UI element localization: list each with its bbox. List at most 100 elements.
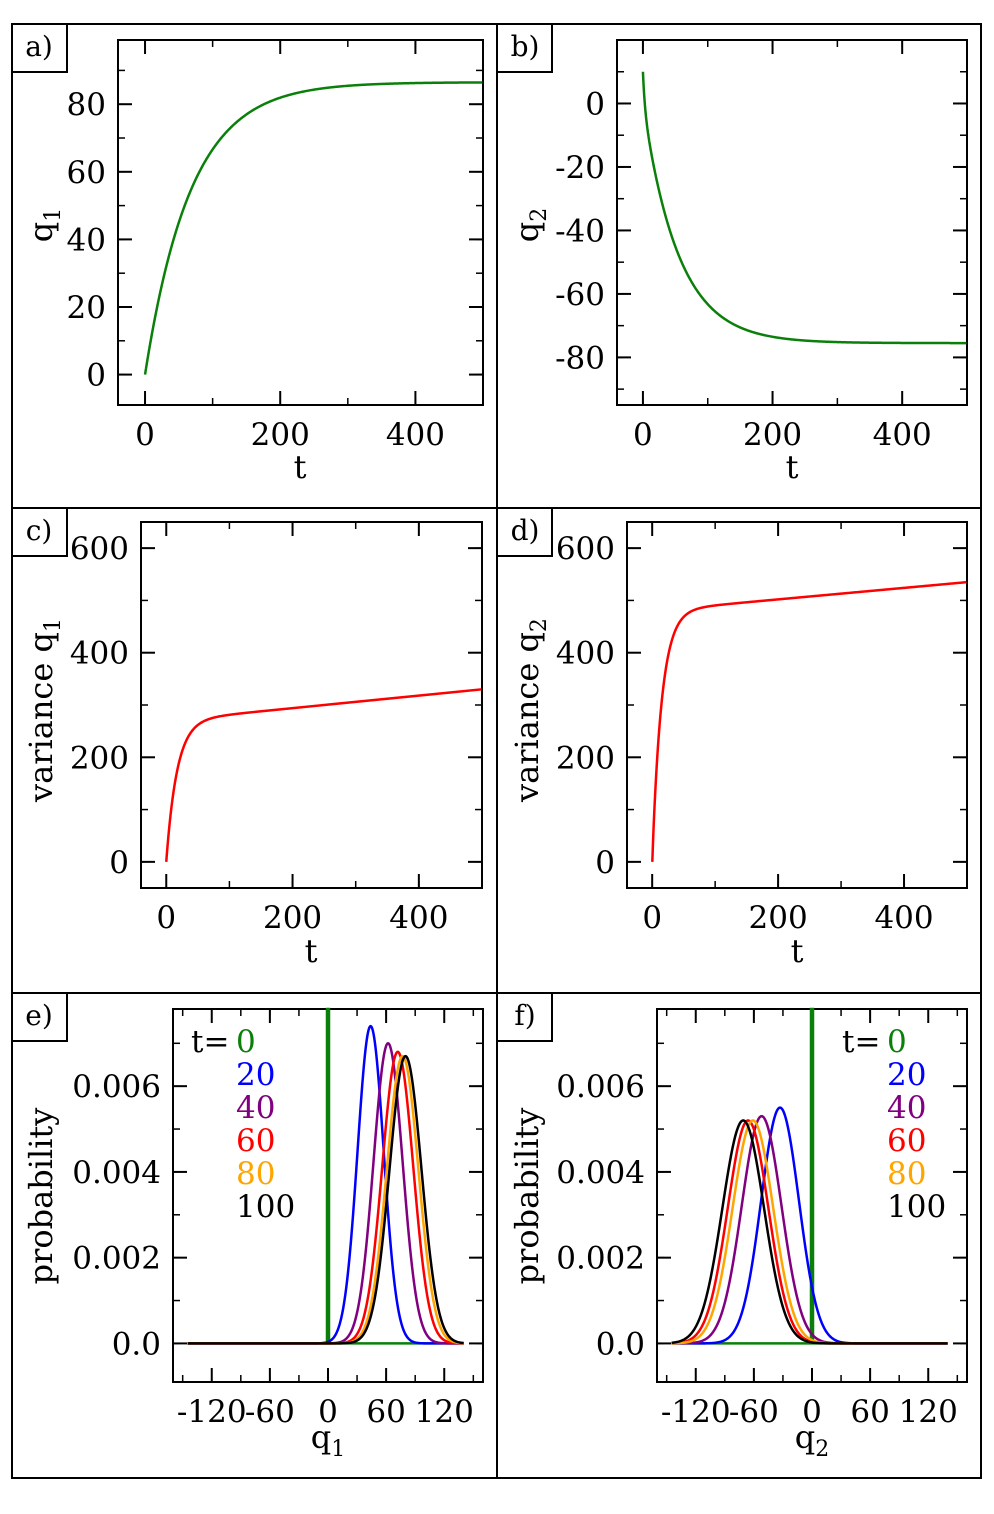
y-tick-label: 0.006: [556, 1069, 645, 1105]
legend-entry-0: 0: [887, 1024, 907, 1060]
y-tick-label: 400: [556, 636, 615, 672]
x-tick-label: 400: [386, 417, 445, 453]
panel-c-ylabel: variance q1: [22, 618, 66, 803]
panel-c-plot-frame: [140, 521, 483, 889]
panel-f-ylabel: probability: [508, 1108, 546, 1285]
panel-b-ticks: 0 200 400 0 -20 -40 -60 -80: [555, 39, 968, 453]
y-tick-label: 0: [585, 86, 605, 122]
panel-a-ticks: 0 200 400 0 20 40 60 80: [67, 40, 484, 453]
panel-d-plot-frame: [626, 521, 968, 889]
panel-a-xlabel: t: [294, 448, 307, 486]
panel-c: c) 0 200 400 0 200 400 600 t variance q1: [11, 507, 498, 994]
panel-d-ylabel: variance q2: [508, 618, 552, 803]
panel-d-ylabel-sub: 2: [527, 618, 552, 632]
x-tick-label: 0: [633, 417, 653, 453]
y-tick-label: 0.002: [72, 1241, 161, 1277]
x-tick-label: 400: [389, 900, 448, 936]
panel-a-ylabel-base: q: [22, 222, 60, 242]
panel-e-label: e): [25, 999, 53, 1032]
legend-title: t=: [191, 1024, 229, 1060]
panel-a-ylabel-sub: 1: [41, 208, 66, 222]
series-line: [143, 81, 483, 375]
panel-a-label-box: [11, 23, 68, 73]
panel-b-xlabel: t: [786, 448, 799, 486]
y-tick-label: 0: [595, 845, 615, 881]
panel-e-label-box: [11, 992, 68, 1042]
y-tick-label: 0.004: [72, 1155, 161, 1191]
y-tick-label: 600: [556, 531, 615, 567]
legend-entry-100: 100: [236, 1189, 295, 1225]
panel-f-xlabel-base: q: [795, 1418, 815, 1456]
panel-e-ylabel: probability: [22, 1108, 60, 1285]
panel-f-label-box: [496, 992, 553, 1042]
y-tick-label: 0: [109, 845, 129, 881]
panel-f-series: [671, 1007, 948, 1345]
legend-entry-40: 40: [236, 1090, 275, 1126]
series-t-40: [187, 1041, 464, 1345]
y-tick-label: 0.004: [556, 1155, 645, 1191]
panel-c-xlabel: t: [305, 932, 318, 970]
y-tick-label: 20: [67, 290, 106, 326]
y-tick-label: 0: [86, 358, 106, 394]
series-line: [650, 580, 967, 863]
legend-entry-40: 40: [887, 1090, 926, 1126]
y-tick-label: -20: [555, 150, 605, 186]
legend-title: t=: [842, 1024, 880, 1060]
x-tick-label: -120: [661, 1394, 731, 1430]
y-tick-label: 0.0: [112, 1326, 161, 1362]
panel-b-label-box: [496, 23, 553, 73]
legend-entry-60: 60: [236, 1123, 275, 1159]
panel-a-plot-frame: [117, 39, 484, 406]
x-tick-label: 0: [802, 1394, 822, 1430]
y-tick-label: 0.0: [596, 1326, 645, 1362]
legend-entry-0: 0: [236, 1024, 256, 1060]
panel-e-ticks: -120-60 0 60 120 0.0 0.002 0.004 0.006: [72, 1009, 483, 1430]
panel-f-ticks: -120-60 0 60 120 0.0 0.002 0.004 0.006: [556, 1009, 967, 1430]
panel-b-plot-frame: [616, 39, 968, 406]
series-t-100: [671, 1119, 948, 1345]
legend-entry-80: 80: [887, 1156, 926, 1192]
panel-e-series: [187, 1007, 464, 1345]
panel-a-series: [143, 81, 483, 375]
y-tick-label: 80: [67, 87, 106, 123]
panel-a-ylabel: q1: [22, 208, 66, 242]
y-tick-label: 200: [70, 740, 129, 776]
panel-a-label: a): [25, 30, 53, 63]
panel-b: b) 0 200 400 0 -20 -40 -60 -80 t q2: [496, 23, 982, 509]
x-tick-label: 400: [874, 900, 933, 936]
panel-b-ylabel-sub: 2: [527, 208, 552, 222]
legend-entry-60: 60: [887, 1123, 926, 1159]
legend-entry-100: 100: [887, 1189, 946, 1225]
y-tick-label: 400: [70, 636, 129, 672]
y-tick-label: 60: [67, 155, 106, 191]
legend-entry-20: 20: [887, 1057, 926, 1093]
panel-b-ylabel-base: q: [508, 222, 546, 242]
panel-d-xlabel: t: [791, 932, 804, 970]
panel-c-ylabel-base: variance q: [22, 632, 60, 803]
panel-d-label-box: [496, 507, 553, 557]
x-tick-label: -120: [177, 1394, 247, 1430]
panel-f-frame: [496, 992, 982, 1479]
panel-d-ticks: 0 200 400 0 200 400 600: [556, 522, 968, 936]
panel-c-series: [165, 688, 482, 862]
panel-b-series: [641, 71, 967, 345]
legend-entry-80: 80: [236, 1156, 275, 1192]
x-tick-label: 200: [263, 900, 322, 936]
panel-b-label: b): [511, 30, 540, 63]
x-tick-label: 200: [749, 900, 808, 936]
y-tick-label: 600: [70, 531, 129, 567]
panel-d-label: d): [511, 514, 540, 547]
y-tick-label: -40: [555, 213, 605, 249]
panel-f-xlabel-sub: 2: [815, 1437, 829, 1462]
y-tick-label: 40: [67, 222, 106, 258]
panel-f-xlabel: q2: [795, 1418, 829, 1462]
panel-e-xlabel-base: q: [311, 1418, 331, 1456]
legend-entry-20: 20: [236, 1057, 275, 1093]
x-tick-label: 200: [251, 417, 310, 453]
panel-e-xlabel-sub: 1: [331, 1437, 345, 1462]
panel-a: a) 0 200 400 0 20 40 60 80 t q1: [11, 23, 498, 509]
series-line: [641, 71, 967, 345]
